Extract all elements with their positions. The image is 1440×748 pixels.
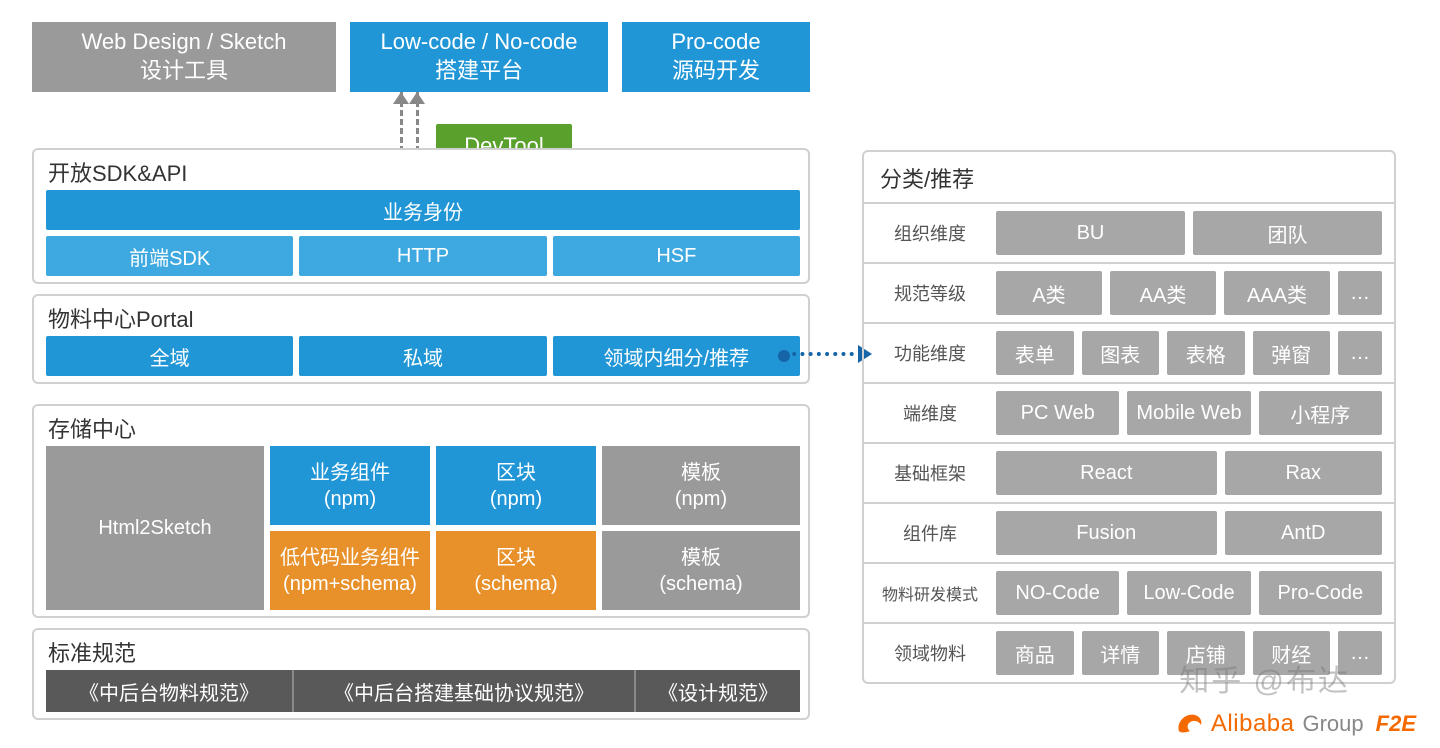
portal-row-2-label: 领域内细分/推荐 [604,342,750,371]
right-item-1-3: … [1338,271,1382,315]
top-procode-line1: Pro-code [671,28,760,57]
right-label-7: 领域物料 [864,640,996,666]
top-design-line2: 设计工具 [140,57,228,86]
right-label-6: 物料研发模式 [864,581,996,605]
right-label-1: 规范等级 [864,280,996,306]
right-label-2: 功能维度 [864,340,996,366]
watermark: 知乎 @布达 [1179,656,1350,700]
right-item-2-2: 表格 [1167,331,1245,375]
right-item-1-2: AAA类 [1224,271,1330,315]
standards-section: 标准规范 《中后台物料规范》 《中后台搭建基础协议规范》 《设计规范》 [32,628,810,720]
right-item-6-0: NO-Code [996,571,1119,615]
right-item-0-0: BU [996,211,1185,255]
sdk-row-0: 前端SDK [46,236,293,276]
right-item-2-4: … [1338,331,1382,375]
right-item-3-0: PC Web [996,391,1119,435]
right-item-1-0: A类 [996,271,1102,315]
logo-sub: Group [1302,711,1363,737]
top-design-block: Web Design / Sketch 设计工具 [32,22,336,92]
diagram-canvas: Web Design / Sketch 设计工具 Low-code / No-c… [0,0,1440,748]
storage-r1c1: 区块(schema) [436,531,596,610]
right-label-5: 组件库 [864,520,996,546]
storage-section: 存储中心 业务组件(npm) 区块(npm) 模板(npm) Html2Sket… [32,404,810,618]
right-item-3-2: 小程序 [1259,391,1382,435]
top-procode-block: Pro-code 源码开发 [622,22,810,92]
standards-1: 《中后台搭建基础协议规范》 [294,670,636,712]
alibaba-logo-icon [1175,711,1205,737]
right-item-3-1: Mobile Web [1127,391,1250,435]
storage-tall: Html2Sketch [46,446,264,610]
right-item-7-1: 详情 [1082,631,1160,675]
storage-title: 存储中心 [48,412,136,444]
sdk-row-2: HSF [553,236,800,276]
right-item-5-1: AntD [1225,511,1383,555]
right-item-2-3: 弹窗 [1253,331,1331,375]
storage-r0c0: 业务组件(npm) [270,446,430,525]
storage-r1c0: 低代码业务组件(npm+schema) [270,531,430,610]
right-row-3: 端维度 PC Web Mobile Web 小程序 [864,382,1394,442]
right-label-3: 端维度 [864,400,996,426]
sdk-identity: 业务身份 [46,190,800,230]
right-row-2: 功能维度 表单 图表 表格 弹窗 … [864,322,1394,382]
logo-f2e: F2E [1376,711,1416,737]
top-procode-line2: 源码开发 [672,57,760,86]
storage-r0c1: 区块(npm) [436,446,596,525]
standards-title: 标准规范 [48,636,136,668]
sdk-section: 开放SDK&API 业务身份 前端SDK HTTP HSF [32,148,810,284]
right-item-2-0: 表单 [996,331,1074,375]
right-item-6-2: Pro-Code [1259,571,1382,615]
arrow-up-1 [393,92,409,104]
right-item-5-0: Fusion [996,511,1217,555]
right-item-7-0: 商品 [996,631,1074,675]
top-lowcode-line2: 搭建平台 [435,57,523,86]
right-panel: 分类/推荐 组织维度 BU 团队 规范等级 A类 AA类 AAA类 … 功能维度… [862,150,1396,684]
right-row-0: 组织维度 BU 团队 [864,202,1394,262]
top-design-line1: Web Design / Sketch [81,28,286,57]
sdk-title: 开放SDK&API [48,156,187,188]
storage-r1c2: 模板(schema) [602,531,800,610]
arrow-up-2 [409,92,425,104]
right-row-5: 组件库 Fusion AntD [864,502,1394,562]
portal-row-2: 领域内细分/推荐 [553,336,800,376]
portal-title: 物料中心Portal [48,302,193,334]
right-title: 分类/推荐 [864,152,1394,202]
standards-2: 《设计规范》 [636,670,800,712]
right-row-6: 物料研发模式 NO-Code Low-Code Pro-Code [864,562,1394,622]
logo-text: Alibaba [1211,710,1295,738]
right-item-1-1: AA类 [1110,271,1216,315]
right-label-4: 基础框架 [864,460,996,486]
right-item-2-1: 图表 [1082,331,1160,375]
logo-area: Alibaba Group F2E [1175,710,1416,738]
top-lowcode-block: Low-code / No-code 搭建平台 [350,22,608,92]
portal-section: 物料中心Portal 全域 私域 领域内细分/推荐 [32,294,810,384]
storage-r0c2: 模板(npm) [602,446,800,525]
top-lowcode-line1: Low-code / No-code [381,28,578,57]
right-item-4-1: Rax [1225,451,1383,495]
portal-to-right-arrow [784,352,862,356]
right-item-4-0: React [996,451,1217,495]
sdk-row-1: HTTP [299,236,546,276]
right-item-6-1: Low-Code [1127,571,1250,615]
portal-row-0: 全域 [46,336,293,376]
right-label-0: 组织维度 [864,220,996,246]
standards-0: 《中后台物料规范》 [46,670,294,712]
portal-row-1: 私域 [299,336,546,376]
right-row-1: 规范等级 A类 AA类 AAA类 … [864,262,1394,322]
right-item-0-1: 团队 [1193,211,1382,255]
right-row-4: 基础框架 React Rax [864,442,1394,502]
